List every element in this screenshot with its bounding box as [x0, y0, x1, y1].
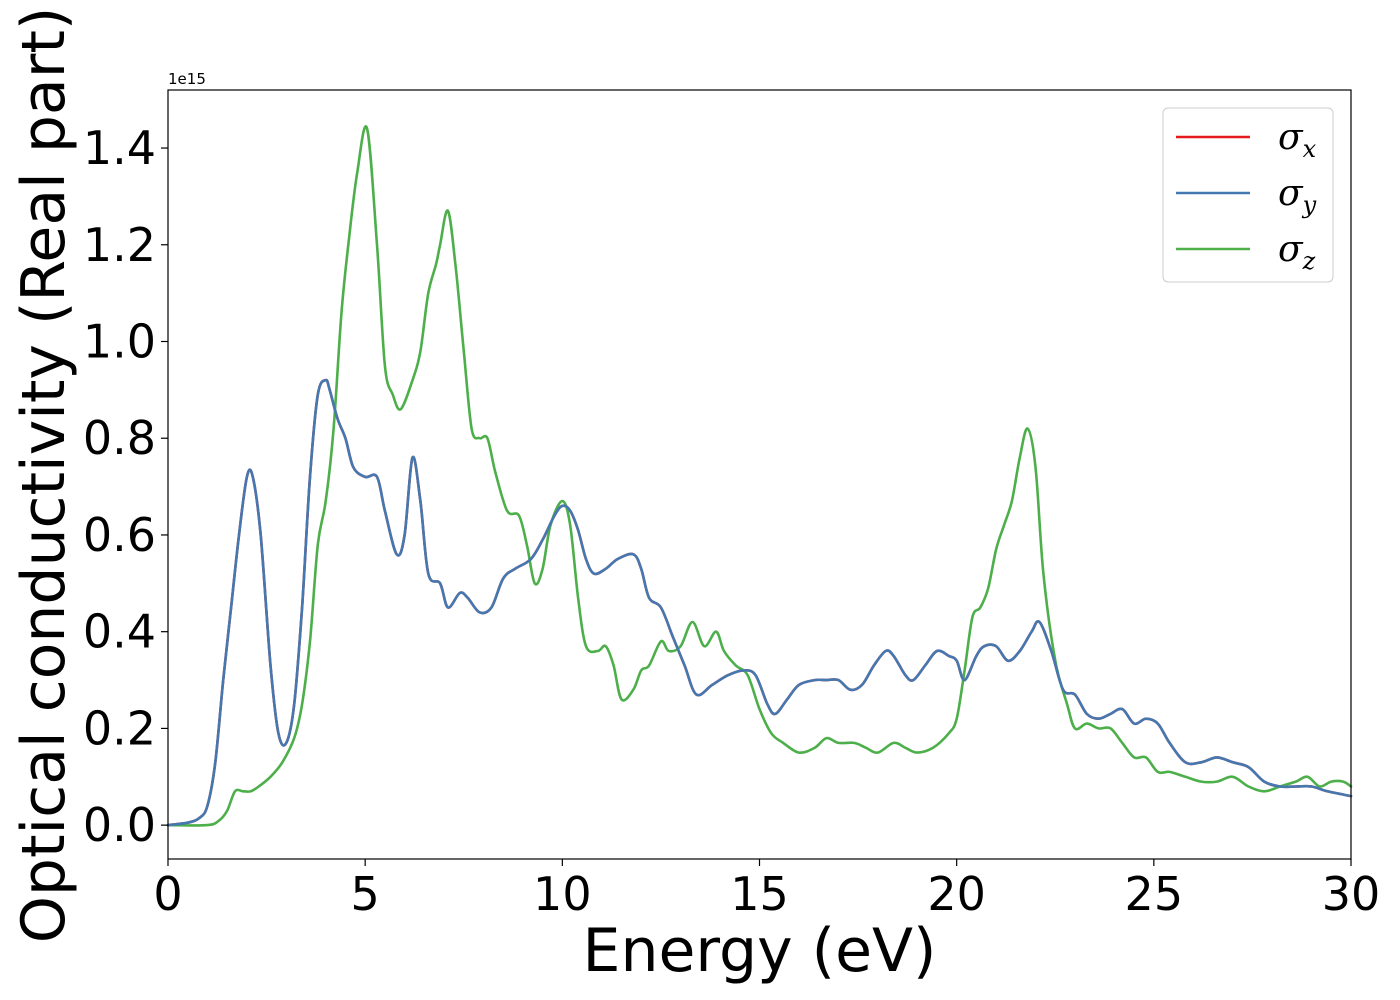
y-tick-label: 1.0 — [83, 314, 156, 368]
legend-label-y: σy — [1278, 173, 1317, 219]
x-axis-label: Energy (eV) — [583, 916, 937, 986]
series-line-y — [166, 378, 1353, 827]
y-tick-label: 1.4 — [83, 121, 156, 175]
y-tick-label: 0.4 — [83, 605, 156, 659]
x-tick-label: 30 — [1322, 867, 1381, 921]
y-tick-label: 0.0 — [83, 798, 156, 852]
x-tick-label: 0 — [153, 867, 182, 921]
y-tick-label: 0.2 — [83, 701, 156, 755]
y-tick-label: 1.2 — [83, 218, 156, 272]
x-tick-label: 20 — [927, 867, 986, 921]
x-tick-label: 15 — [730, 867, 789, 921]
legend-box — [1162, 107, 1334, 283]
legend-label-z: σz — [1278, 229, 1316, 275]
series-layer — [166, 125, 1353, 827]
y-tick-label: 0.8 — [83, 411, 156, 465]
y-axis-label: Optical conductivity (Real part) — [9, 7, 79, 944]
y-axis: 0.0 0.2 0.4 0.6 0.8 1.0 1.2 1.4 — [83, 121, 168, 852]
series-line-z — [166, 125, 1353, 827]
y-offset-label: 1e15 — [168, 70, 206, 88]
x-tick-label: 5 — [351, 867, 380, 921]
x-axis: 0 5 10 15 20 25 30 — [153, 859, 1380, 921]
legend-label-x: σx — [1278, 117, 1317, 163]
x-tick-label: 25 — [1125, 867, 1184, 921]
y-tick-label: 0.6 — [83, 508, 156, 562]
legend: σx σy σz — [1162, 107, 1334, 283]
x-tick-label: 10 — [533, 867, 592, 921]
